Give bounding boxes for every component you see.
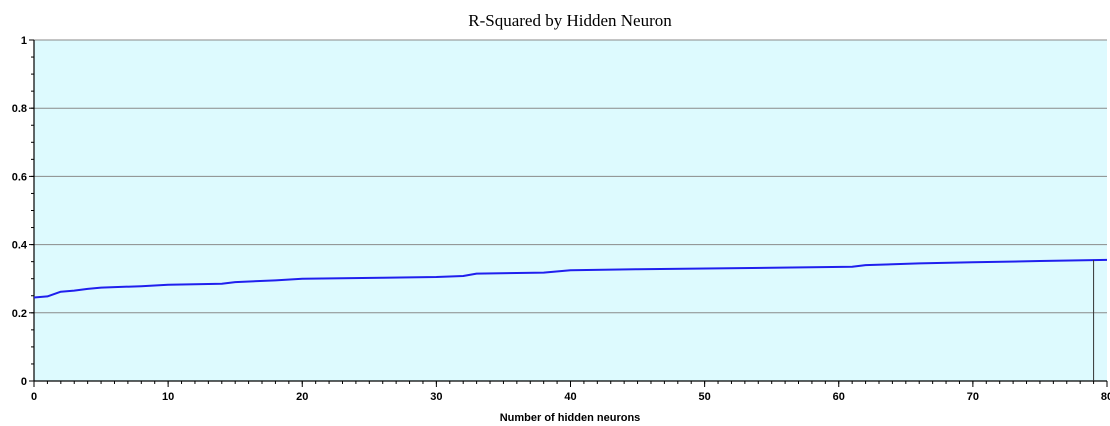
x-tick-label: 10 bbox=[162, 391, 174, 403]
x-tick-label: 50 bbox=[699, 391, 711, 403]
x-axis-label: Number of hidden neurons bbox=[500, 412, 641, 424]
gridlines bbox=[34, 39, 1107, 314]
x-tick-label: 30 bbox=[430, 391, 442, 403]
x-tick-label: 0 bbox=[31, 391, 37, 403]
x-tick-label: 70 bbox=[967, 391, 979, 403]
series-line bbox=[33, 258, 1108, 299]
y-tick-label: 0.4 bbox=[12, 240, 28, 252]
y-tick-label: 0.6 bbox=[12, 171, 27, 183]
tick-labels: 00.20.40.60.8101020304050607080 bbox=[12, 35, 1110, 403]
x-tick-label: 40 bbox=[564, 391, 576, 403]
plot-area bbox=[34, 40, 1107, 381]
y-tick-label: 0 bbox=[21, 376, 27, 388]
x-tick-label: 80 bbox=[1101, 391, 1110, 403]
y-tick-label: 0.8 bbox=[12, 103, 27, 115]
series-layer bbox=[33, 258, 1108, 381]
y-tick-label: 0.2 bbox=[12, 308, 27, 320]
x-tick-label: 20 bbox=[296, 391, 308, 403]
y-tick-label: 1 bbox=[21, 35, 27, 47]
x-tick-label: 60 bbox=[833, 391, 845, 403]
axes bbox=[33, 40, 1107, 382]
chart-title: R-Squared by Hidden Neuron bbox=[468, 11, 672, 30]
